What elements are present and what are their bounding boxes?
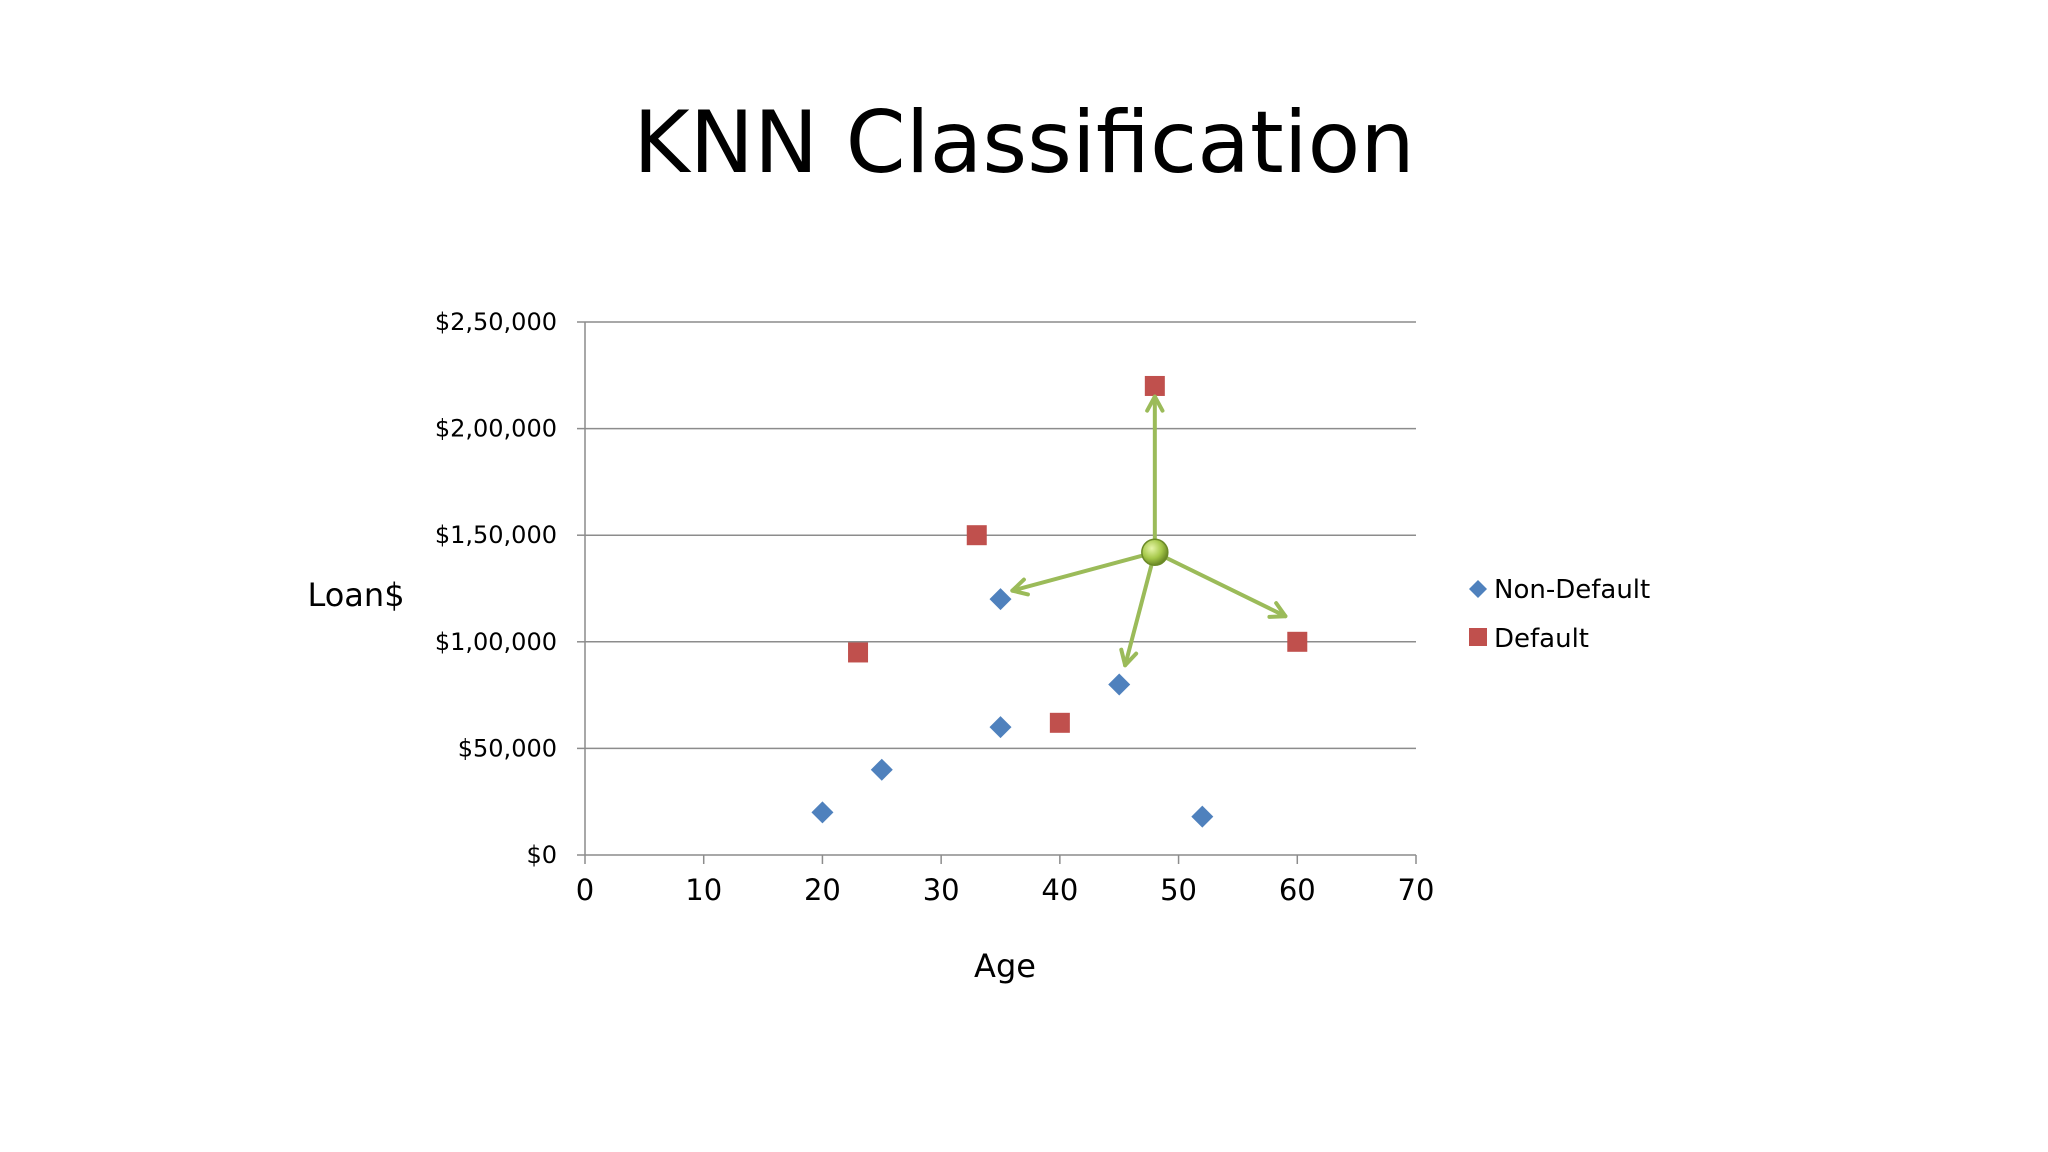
x-tick-label: 30	[923, 873, 960, 907]
non-default-point	[989, 588, 1012, 611]
neighbor-arrow	[1145, 394, 1165, 555]
non-default-point	[989, 716, 1012, 739]
x-tick-labels: 0 10 20 30 40 50 60 70	[576, 873, 1435, 907]
y-tick-label: $0	[526, 841, 557, 869]
y-tick-label: $50,000	[458, 734, 557, 762]
non-default-point	[811, 801, 834, 824]
slide-title: KNN Classification	[633, 93, 1414, 193]
y-tick-label: $1,00,000	[435, 628, 557, 656]
y-tick-labels: $0 $50,000 $1,00,000 $1,50,000 $2,00,000 $2,5…	[435, 308, 557, 869]
y-axis-label: Loan$	[307, 576, 404, 614]
y-tick-label: $1,50,000	[435, 521, 557, 549]
legend-label-default: Default	[1494, 624, 1589, 654]
legend-marker-default	[1469, 628, 1487, 646]
x-tick-label: 70	[1398, 873, 1435, 907]
y-tick-label: $2,00,000	[435, 415, 557, 443]
gridlines	[585, 321, 1416, 750]
default-point	[1287, 631, 1308, 652]
legend-label-non-default: Non-Default	[1494, 575, 1650, 605]
default-point	[1144, 375, 1165, 396]
query-point	[1141, 538, 1169, 567]
legend: Non-Default Default	[1469, 575, 1650, 654]
legend-marker-non-default	[1469, 580, 1487, 598]
default-point	[1049, 712, 1070, 733]
x-tick-label: 50	[1160, 873, 1197, 907]
x-tick-label: 10	[685, 873, 722, 907]
neighbor-arrow	[1152, 550, 1288, 619]
default-point	[966, 525, 987, 546]
default-point	[848, 642, 869, 663]
non-default-point	[870, 758, 893, 781]
non-default-point	[1108, 673, 1131, 696]
x-tick-label: 40	[1041, 873, 1078, 907]
neighbor-arrow	[1119, 550, 1157, 668]
neighbor-arrows	[1010, 394, 1288, 668]
x-tick-label: 60	[1279, 873, 1316, 907]
query-point-group	[1141, 538, 1169, 567]
non-default-point	[1191, 805, 1214, 828]
axes	[577, 321, 1417, 864]
data-points	[811, 375, 1308, 828]
y-tick-label: $2,50,000	[435, 308, 557, 336]
x-axis-label: Age	[974, 947, 1036, 985]
x-tick-label: 0	[576, 873, 594, 907]
neighbor-arrow	[1010, 550, 1157, 597]
x-tick-label: 20	[804, 873, 841, 907]
